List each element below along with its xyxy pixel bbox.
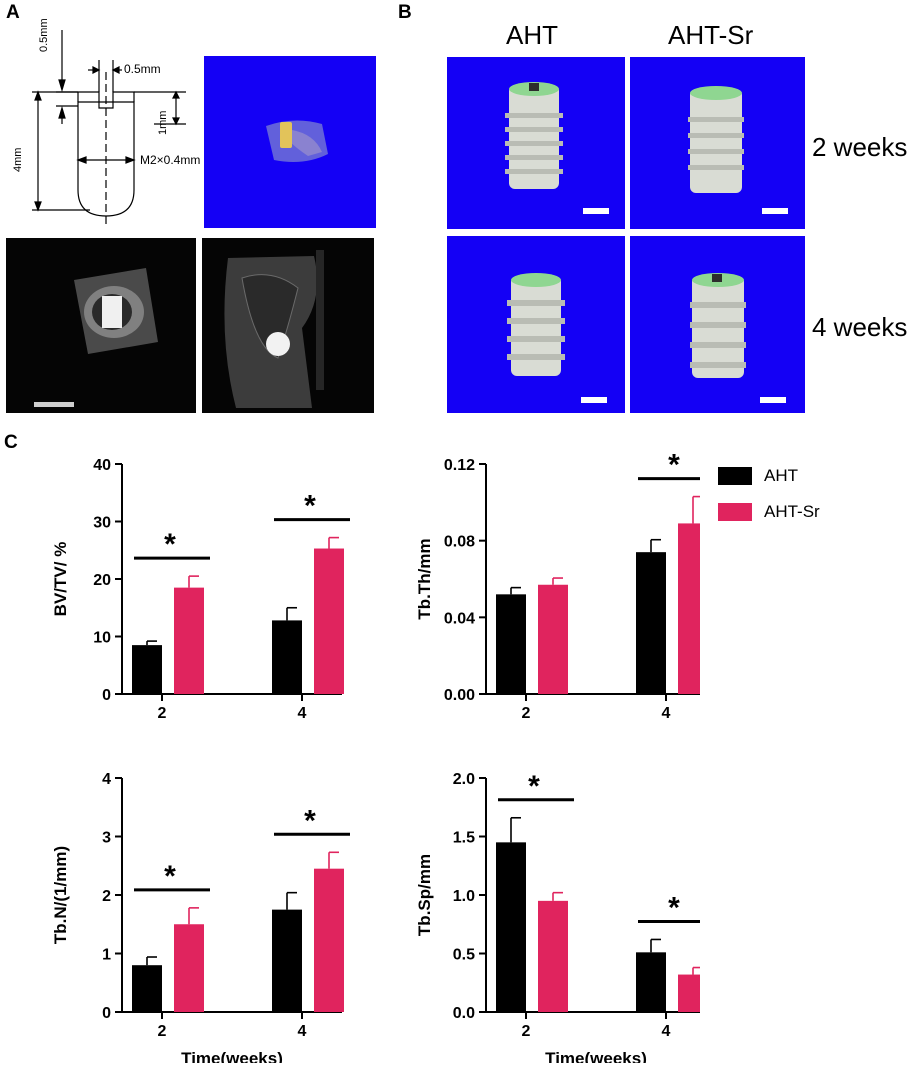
bar-aht bbox=[636, 952, 666, 1012]
y-tick-label: 1.5 bbox=[453, 830, 475, 847]
chart-tbsp: 0.0 0.5 1.0 1.5 2.0 Tb.Sp/mm Time(weeks) 2 * 4 * bbox=[415, 770, 700, 1063]
significance-marker: * bbox=[164, 860, 176, 893]
panel-label-a: A bbox=[6, 2, 20, 23]
scale-bar bbox=[581, 397, 607, 403]
dim-thread-label: M2×0.4mm bbox=[140, 153, 201, 167]
bar-aht-sr bbox=[538, 900, 568, 1012]
legend-label-aht-sr: AHT-Sr bbox=[764, 502, 820, 521]
y-tick-label: 0.5 bbox=[453, 947, 475, 964]
y-tick-label: 3 bbox=[102, 830, 111, 847]
render-aht-sr-2-weeks bbox=[630, 57, 805, 229]
ct-axial-slice bbox=[6, 238, 196, 413]
implant-outline bbox=[77, 101, 135, 217]
y-tick-label: 40 bbox=[93, 457, 111, 474]
panel-label-c: C bbox=[4, 432, 18, 453]
dim-depth-label: 1mm bbox=[157, 110, 169, 135]
scale-bar bbox=[760, 397, 786, 403]
significance-marker: * bbox=[304, 490, 316, 523]
scale-bar bbox=[762, 208, 788, 214]
legend-item-aht-sr: AHT-Sr bbox=[718, 502, 820, 522]
legend-swatch-aht-sr bbox=[718, 503, 752, 521]
y-tick-label: 2.0 bbox=[453, 771, 475, 788]
significance-marker: * bbox=[668, 891, 680, 924]
legend-swatch-aht bbox=[718, 467, 752, 485]
bar-aht-sr bbox=[538, 584, 568, 694]
bar-aht-sr bbox=[174, 587, 204, 694]
legend-label-aht: AHT bbox=[764, 466, 798, 485]
bar-aht-sr bbox=[678, 523, 700, 694]
row-title-2-weeks: 2 weeks bbox=[812, 132, 908, 162]
y-tick-label: 0 bbox=[102, 1005, 111, 1022]
bar-aht-sr bbox=[678, 974, 700, 1012]
y-tick-label: 0.00 bbox=[444, 687, 475, 704]
significance-marker: * bbox=[668, 449, 680, 482]
render-aht-sr-4-weeks bbox=[630, 236, 805, 413]
dim-top-label: 0.5mm bbox=[38, 18, 50, 52]
x-tick-label: 4 bbox=[662, 705, 671, 722]
x-tick-label: 2 bbox=[522, 705, 531, 722]
y-tick-label: 1.0 bbox=[453, 888, 475, 905]
bar-aht bbox=[132, 645, 162, 694]
bar-aht bbox=[272, 909, 302, 1012]
y-tick-label: 1 bbox=[102, 947, 111, 964]
bar-aht bbox=[132, 965, 162, 1012]
bar-aht-sr bbox=[314, 868, 344, 1012]
column-title-aht-sr: AHT-Sr bbox=[668, 20, 754, 50]
x-axis-label: Time(weeks) bbox=[545, 1049, 647, 1063]
significance-marker: * bbox=[304, 804, 316, 837]
bar-aht bbox=[272, 620, 302, 694]
bar-aht-sr bbox=[174, 924, 204, 1012]
panel-label-b: B bbox=[398, 2, 412, 23]
legend: AHT AHT-Sr bbox=[718, 466, 820, 522]
y-tick-label: 20 bbox=[93, 572, 111, 589]
significance-marker: * bbox=[164, 528, 176, 561]
x-tick-label: 2 bbox=[522, 1023, 531, 1040]
significance-marker: * bbox=[528, 770, 540, 803]
y-tick-label: 0.0 bbox=[453, 1005, 475, 1022]
x-tick-label: 2 bbox=[158, 705, 167, 722]
y-tick-label: 30 bbox=[93, 515, 111, 532]
ct-sagittal-slice bbox=[202, 238, 374, 413]
bar-aht-sr bbox=[314, 548, 344, 694]
x-tick-label: 4 bbox=[298, 705, 307, 722]
x-tick-label: 2 bbox=[158, 1023, 167, 1040]
render-aht-4-weeks bbox=[447, 236, 625, 413]
y-tick-label: 0.12 bbox=[444, 457, 475, 474]
row-title-4-weeks: 4 weeks bbox=[812, 312, 908, 342]
y-axis-label: Tb.N/(1/mm) bbox=[51, 846, 70, 944]
bar-aht bbox=[496, 594, 526, 694]
legend-item-aht: AHT bbox=[718, 466, 820, 486]
y-tick-label: 0 bbox=[102, 687, 111, 704]
x-tick-label: 4 bbox=[662, 1023, 671, 1040]
dim-height-label: 4mm bbox=[12, 147, 24, 172]
y-axis-label: Tb.Th/mm bbox=[415, 538, 434, 619]
y-tick-label: 2 bbox=[102, 888, 111, 905]
chart-tbn: 0 1 2 3 4 Tb.N/(1/mm) Time(weeks) 2 * 4 * bbox=[51, 771, 350, 1063]
x-tick-label: 4 bbox=[298, 1023, 307, 1040]
render-aht-2-weeks bbox=[447, 57, 625, 229]
scale-bar bbox=[583, 208, 609, 214]
implant-schematic bbox=[32, 30, 186, 226]
y-axis-label: Tb.Sp/mm bbox=[415, 854, 434, 936]
bar-aht bbox=[636, 552, 666, 694]
implant-3d-render bbox=[204, 56, 376, 228]
x-axis-label: Time(weeks) bbox=[181, 1049, 283, 1063]
y-axis-label: BV/TV/ % bbox=[51, 542, 70, 617]
y-tick-label: 10 bbox=[93, 630, 111, 647]
dim-side-label: 0.5mm bbox=[124, 62, 161, 76]
column-title-aht: AHT bbox=[506, 20, 558, 50]
y-tick-label: 0.08 bbox=[444, 534, 475, 551]
y-tick-label: 4 bbox=[102, 771, 111, 788]
y-tick-label: 0.04 bbox=[444, 610, 475, 627]
bar-aht bbox=[496, 842, 526, 1012]
